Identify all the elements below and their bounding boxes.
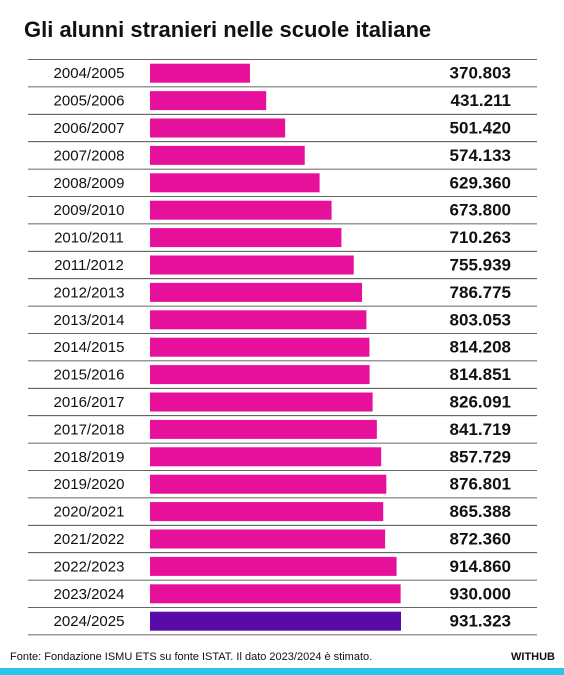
value-label: 574.133	[450, 146, 511, 165]
bar	[150, 282, 363, 302]
category-label: 2024/2025	[54, 613, 125, 630]
value-label: 857.729	[450, 447, 511, 466]
value-label: 930.000	[450, 584, 511, 603]
bar	[150, 200, 332, 220]
bar	[150, 529, 386, 549]
bar	[150, 365, 370, 385]
value-label: 931.323	[450, 612, 511, 631]
bar	[150, 419, 377, 439]
chart-title: Gli alunni stranieri nelle scuole italia…	[24, 17, 431, 42]
category-label: 2015/2016	[54, 367, 125, 384]
value-label: 673.800	[450, 201, 511, 220]
value-label: 876.801	[450, 475, 511, 494]
category-label: 2013/2014	[54, 312, 125, 329]
value-label: 872.360	[450, 529, 511, 548]
brand: WITHUB	[511, 651, 555, 663]
bottom-stripe	[0, 668, 564, 675]
bar	[150, 337, 370, 357]
bar	[150, 310, 367, 330]
category-label: 2019/2020	[54, 476, 125, 493]
bar	[150, 173, 320, 193]
value-label: 865.388	[450, 502, 511, 521]
bar	[150, 118, 286, 138]
bar	[150, 255, 354, 275]
bar	[150, 145, 305, 165]
bar	[150, 584, 401, 604]
value-label: 629.360	[450, 173, 511, 192]
category-label: 2004/2005	[54, 65, 125, 82]
category-label: 2006/2007	[54, 120, 125, 137]
bar	[150, 556, 397, 576]
bar	[150, 447, 382, 467]
source-note: Fonte: Fondazione ISMU ETS su fonte ISTA…	[10, 651, 372, 663]
category-label: 2018/2019	[54, 449, 125, 466]
bar	[150, 228, 342, 248]
value-label: 814.851	[450, 365, 511, 384]
value-label: 914.860	[450, 557, 511, 576]
category-label: 2011/2012	[54, 257, 124, 274]
bar	[150, 91, 267, 111]
category-label: 2007/2008	[54, 147, 125, 164]
category-label: 2009/2010	[54, 202, 125, 219]
value-label: 826.091	[450, 392, 511, 411]
category-label: 2020/2021	[54, 504, 125, 521]
bar	[150, 611, 401, 631]
bar	[150, 63, 250, 83]
value-label: 803.053	[450, 310, 511, 329]
value-label: 755.939	[450, 255, 511, 274]
category-label: 2005/2006	[54, 93, 125, 110]
value-label: 814.208	[450, 338, 511, 357]
category-label: 2012/2013	[54, 284, 125, 301]
category-label: 2022/2023	[54, 558, 125, 575]
bar	[150, 502, 384, 522]
category-label: 2010/2011	[54, 230, 124, 247]
category-label: 2017/2018	[54, 421, 125, 438]
bar	[150, 474, 387, 494]
category-label: 2021/2022	[54, 531, 125, 548]
value-label: 370.803	[450, 64, 511, 83]
category-label: 2008/2009	[54, 175, 125, 192]
bar	[150, 392, 373, 412]
value-label: 710.263	[450, 228, 511, 247]
value-label: 431.211	[450, 91, 511, 110]
category-label: 2023/2024	[54, 586, 125, 603]
value-label: 841.719	[450, 420, 511, 439]
category-label: 2014/2015	[54, 339, 125, 356]
value-label: 786.775	[450, 283, 511, 302]
category-label: 2016/2017	[54, 394, 125, 411]
value-label: 501.420	[450, 118, 511, 137]
